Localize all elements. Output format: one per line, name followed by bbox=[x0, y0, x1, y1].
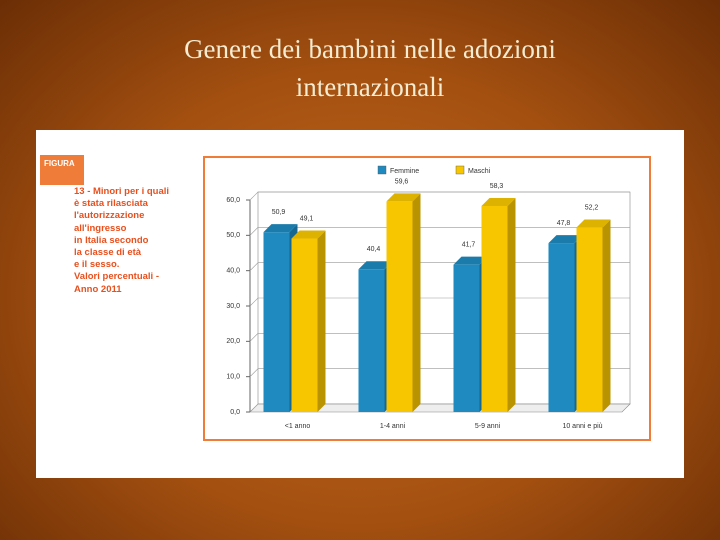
bar bbox=[548, 243, 575, 412]
value-label: 40,4 bbox=[367, 246, 381, 253]
x-tick-label: 5-9 anni bbox=[475, 423, 501, 430]
y-tick-label: 40,0 bbox=[226, 268, 240, 275]
value-label: 41,7 bbox=[462, 242, 476, 249]
x-tick-label: 1-4 anni bbox=[380, 423, 406, 430]
bar-top bbox=[263, 224, 298, 233]
bar-side bbox=[507, 198, 516, 412]
caption-line: all'ingresso bbox=[74, 222, 127, 234]
x-tick-label: 10 anni e più bbox=[562, 423, 602, 430]
legend-label: Maschi bbox=[468, 168, 491, 175]
caption-line: 13 - Minori per i quali bbox=[74, 186, 170, 197]
slide-title: Genere dei bambini nelle adozioni intern… bbox=[184, 34, 556, 102]
bar bbox=[576, 227, 603, 412]
bar-top bbox=[576, 219, 611, 228]
bar bbox=[386, 201, 413, 412]
y-tick-label: 0,0 bbox=[230, 409, 240, 416]
grid-line bbox=[249, 191, 630, 201]
caption-line: l'autorizzazione bbox=[74, 210, 145, 222]
caption-line: e il sesso. bbox=[74, 259, 120, 271]
bar bbox=[358, 269, 385, 412]
value-label: 52,2 bbox=[585, 204, 599, 211]
legend-label: Femmine bbox=[390, 168, 419, 175]
bar-top bbox=[481, 198, 516, 207]
caption: 13 - Minori per i quali è stata rilasciat… bbox=[74, 186, 194, 296]
x-tick-label: <1 anno bbox=[285, 423, 311, 430]
caption-line: la classe di età bbox=[74, 247, 142, 259]
caption-line: in Italia secondo bbox=[74, 234, 149, 246]
bar bbox=[453, 264, 480, 412]
value-label: 50,9 bbox=[272, 209, 286, 216]
value-label: 59,6 bbox=[395, 178, 409, 185]
value-label: 58,3 bbox=[490, 183, 504, 190]
bar-side bbox=[602, 219, 611, 412]
bar-top bbox=[291, 230, 326, 239]
figure-label: FIGURA bbox=[40, 155, 84, 185]
caption-line: Anno 2011 bbox=[74, 283, 122, 295]
y-tick-label: 10,0 bbox=[226, 374, 240, 381]
bar bbox=[291, 238, 318, 412]
y-tick-label: 30,0 bbox=[226, 303, 240, 310]
bar-top bbox=[548, 235, 583, 244]
bar-side bbox=[412, 193, 421, 412]
y-tick-label: 60,0 bbox=[226, 197, 240, 204]
caption-line: Valori percentuali - bbox=[74, 271, 159, 283]
bar bbox=[263, 232, 290, 412]
legend-swatch bbox=[377, 165, 387, 175]
y-tick-label: 20,0 bbox=[226, 338, 240, 345]
chart-frame bbox=[203, 156, 651, 441]
bar-top bbox=[453, 256, 488, 265]
bar-side bbox=[317, 230, 326, 412]
value-label: 49,1 bbox=[300, 215, 314, 222]
bar bbox=[481, 206, 508, 412]
caption-line: è stata rilasciata bbox=[74, 198, 148, 210]
bar-top bbox=[386, 193, 421, 202]
value-label: 47,8 bbox=[557, 220, 571, 227]
legend-swatch bbox=[455, 165, 465, 175]
y-tick-label: 50,0 bbox=[226, 232, 240, 239]
bar-top bbox=[358, 261, 393, 270]
